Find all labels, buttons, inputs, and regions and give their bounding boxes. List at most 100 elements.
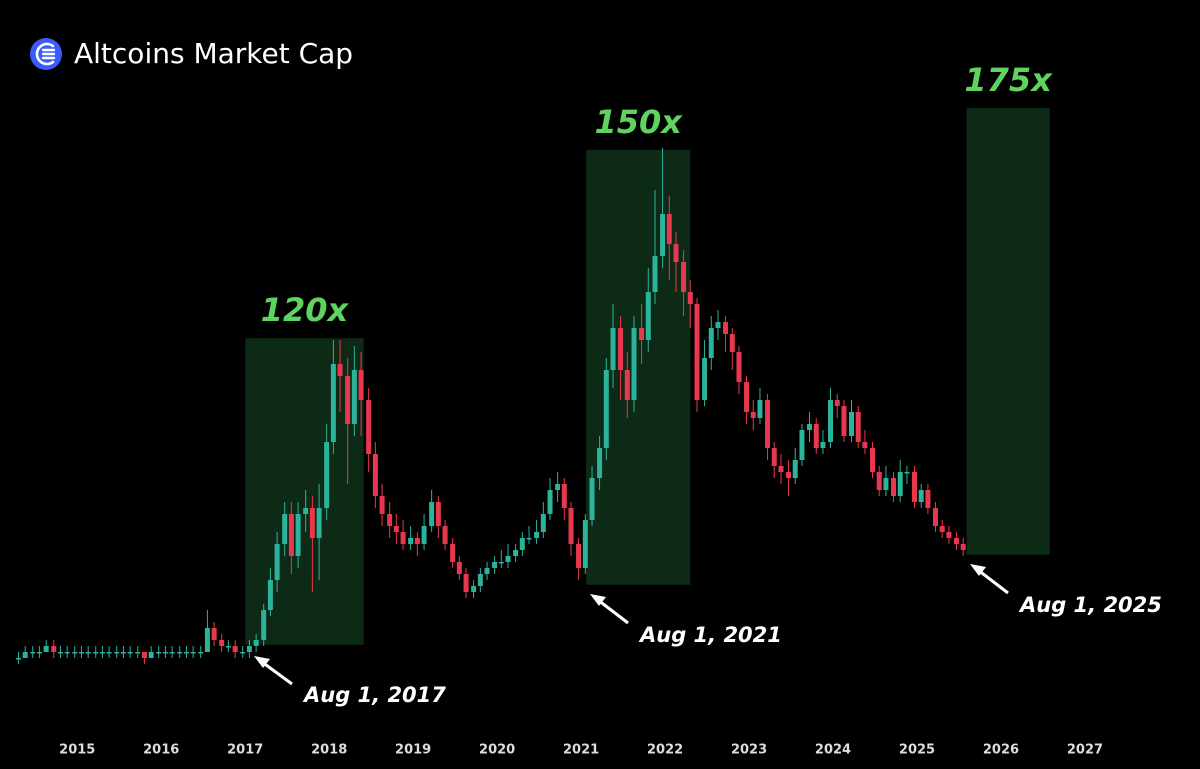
candle-body bbox=[652, 256, 658, 292]
candle-body bbox=[869, 448, 875, 472]
candle-body bbox=[64, 652, 70, 654]
candle-body bbox=[778, 466, 784, 472]
x-axis: 2015 2016 2017 2018 2019 2020 2021 2022 2023 2024… bbox=[59, 743, 1103, 758]
range-box bbox=[245, 338, 364, 645]
candle-body bbox=[631, 328, 637, 400]
candle-body bbox=[765, 400, 771, 448]
candle-body bbox=[828, 400, 834, 442]
x-tick-label: 2019 bbox=[395, 743, 431, 758]
candle-body bbox=[561, 484, 567, 508]
x-tick-label: 2015 bbox=[59, 743, 95, 758]
candle-body bbox=[429, 502, 435, 526]
candles bbox=[15, 148, 966, 664]
candle-body bbox=[555, 484, 561, 490]
candle-body bbox=[463, 574, 469, 592]
candle-body bbox=[330, 364, 336, 442]
candle-body bbox=[589, 478, 595, 520]
candle-body bbox=[141, 652, 147, 658]
candle-body bbox=[771, 448, 777, 466]
chart-title: Altcoins Market Cap bbox=[74, 37, 353, 70]
candle-body bbox=[15, 658, 21, 660]
candle-body bbox=[372, 454, 378, 496]
candle-body bbox=[51, 646, 57, 652]
candle-body bbox=[351, 370, 357, 424]
arrows bbox=[254, 564, 1009, 686]
x-tick-label: 2020 bbox=[479, 743, 515, 758]
candle-body bbox=[456, 562, 462, 574]
candle-body bbox=[960, 544, 966, 550]
candle-body bbox=[393, 526, 399, 532]
candle-body bbox=[876, 472, 882, 490]
candle-body bbox=[99, 652, 105, 654]
x-tick-label: 2023 bbox=[731, 743, 767, 758]
x-tick-label: 2026 bbox=[983, 743, 1019, 758]
candle-body bbox=[702, 358, 708, 400]
candle-body bbox=[295, 514, 301, 556]
candle-body bbox=[681, 262, 687, 292]
candle-body bbox=[708, 328, 714, 358]
candle-body bbox=[484, 568, 490, 574]
candle-body bbox=[421, 526, 427, 544]
candle-body bbox=[744, 382, 750, 412]
candle-body bbox=[288, 514, 294, 556]
candle-body bbox=[750, 412, 756, 418]
candle-body bbox=[30, 652, 36, 654]
candle-body bbox=[379, 496, 385, 514]
candle-body bbox=[274, 544, 280, 580]
candle-body bbox=[841, 406, 847, 436]
annotation: Aug 1, 2021 bbox=[638, 623, 782, 647]
candle-body bbox=[190, 652, 196, 654]
range-label: 175x bbox=[964, 61, 1053, 99]
x-tick-label: 2018 bbox=[311, 743, 347, 758]
candle-body bbox=[946, 532, 952, 538]
candle-body bbox=[547, 490, 553, 514]
candle-body bbox=[694, 304, 700, 400]
candle-body bbox=[345, 376, 351, 424]
candle-body bbox=[757, 400, 763, 418]
x-tick-label: 2024 bbox=[815, 743, 851, 758]
candle-body bbox=[183, 652, 189, 654]
candle-body bbox=[204, 628, 210, 652]
range-box bbox=[586, 149, 691, 585]
candle-body bbox=[324, 442, 330, 508]
candle-body bbox=[156, 652, 162, 654]
candle-body bbox=[799, 430, 805, 460]
candle-body bbox=[246, 646, 252, 652]
candle-body bbox=[85, 652, 91, 654]
candle-body bbox=[303, 508, 309, 514]
candle-body bbox=[106, 652, 112, 654]
candle-body bbox=[282, 514, 288, 544]
candle-body bbox=[540, 514, 546, 532]
candle-body bbox=[316, 508, 322, 538]
candle-body bbox=[715, 322, 721, 328]
candle-body bbox=[442, 526, 448, 544]
range-box bbox=[966, 107, 1050, 555]
candle-body bbox=[953, 538, 959, 544]
candle-body bbox=[883, 478, 889, 490]
candle-body bbox=[723, 322, 729, 334]
x-tick-label: 2016 bbox=[143, 743, 179, 758]
candle-body bbox=[834, 400, 840, 406]
candle-body bbox=[492, 562, 498, 568]
candle-body bbox=[639, 328, 645, 340]
candle-body bbox=[862, 442, 868, 448]
candle-body bbox=[925, 490, 931, 508]
candle-body bbox=[408, 538, 414, 544]
annotation: Aug 1, 2017 bbox=[302, 683, 446, 707]
candle-body bbox=[435, 502, 441, 526]
candle-body bbox=[72, 652, 78, 654]
candle-body bbox=[792, 460, 798, 478]
candle-body bbox=[918, 490, 924, 502]
candle-body bbox=[736, 352, 742, 382]
candle-body bbox=[114, 652, 120, 654]
candle-body bbox=[576, 544, 582, 568]
candle-body bbox=[261, 610, 267, 640]
candle-body bbox=[855, 412, 861, 442]
logo bbox=[30, 38, 62, 70]
candle-body bbox=[505, 556, 511, 562]
candle-body bbox=[309, 508, 315, 538]
candle-body bbox=[414, 538, 420, 544]
candle-body bbox=[337, 364, 343, 376]
candle-body bbox=[198, 652, 204, 654]
ranges: 120x 150x 175x bbox=[245, 61, 1053, 645]
